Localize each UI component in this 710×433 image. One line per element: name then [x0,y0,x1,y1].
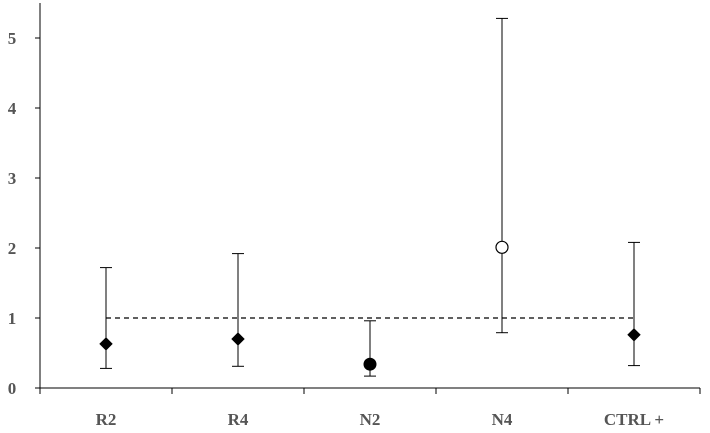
data-point-open-circle [495,240,509,254]
data-point-diamond [627,328,641,342]
y-tick-label: 4 [8,99,17,118]
y-tick-label: 0 [8,379,17,398]
y-tick-label: 2 [8,239,17,258]
y-tick-label: 5 [8,29,17,48]
x-tick-label: CTRL + [604,410,664,429]
marker-layer [99,240,641,371]
x-tick-label: N2 [360,410,381,429]
x-tick-label: N4 [492,410,513,429]
data-point-diamond [99,337,113,351]
axes [35,3,701,394]
data-point-diamond [231,332,245,346]
y-tick-label: 1 [8,309,17,328]
data-point-circle [363,357,377,371]
error-bar-layer [100,17,640,377]
x-tick-label: R2 [96,410,117,429]
y-tick-label: 3 [8,169,17,188]
tick-label-layer: 0 1 2 3 4 5 R2 R4 N2 N4 CTRL + [8,29,664,429]
x-tick-label: R4 [228,410,249,429]
